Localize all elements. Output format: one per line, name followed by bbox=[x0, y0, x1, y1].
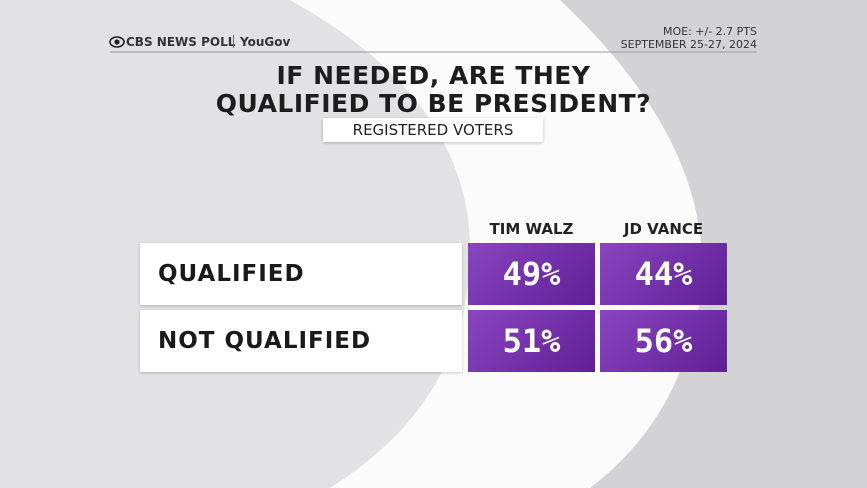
value-cell: 56% bbox=[600, 310, 727, 372]
partner: YouGov bbox=[240, 35, 291, 49]
divider bbox=[233, 35, 234, 48]
brand: CBS NEWS POLL bbox=[126, 35, 236, 49]
title-line: QUALIFIED TO BE PRESIDENT? bbox=[215, 89, 652, 118]
subtitle: REGISTERED VOTERS bbox=[323, 118, 543, 142]
row-label: QUALIFIED bbox=[140, 243, 462, 305]
title-line: IF NEEDED, ARE THEY bbox=[276, 61, 591, 90]
value-cell: 49% bbox=[468, 243, 595, 305]
value-cell: 51% bbox=[468, 310, 595, 372]
moe: MOE: +/- 2.7 PTS bbox=[662, 25, 757, 38]
column-header: TIM WALZ bbox=[489, 220, 574, 238]
row-label: NOT QUALIFIED bbox=[140, 310, 462, 372]
value-cell: 44% bbox=[600, 243, 727, 305]
dates: SEPTEMBER 25-27, 2024 bbox=[620, 38, 757, 51]
column-header: JD VANCE bbox=[623, 220, 704, 238]
